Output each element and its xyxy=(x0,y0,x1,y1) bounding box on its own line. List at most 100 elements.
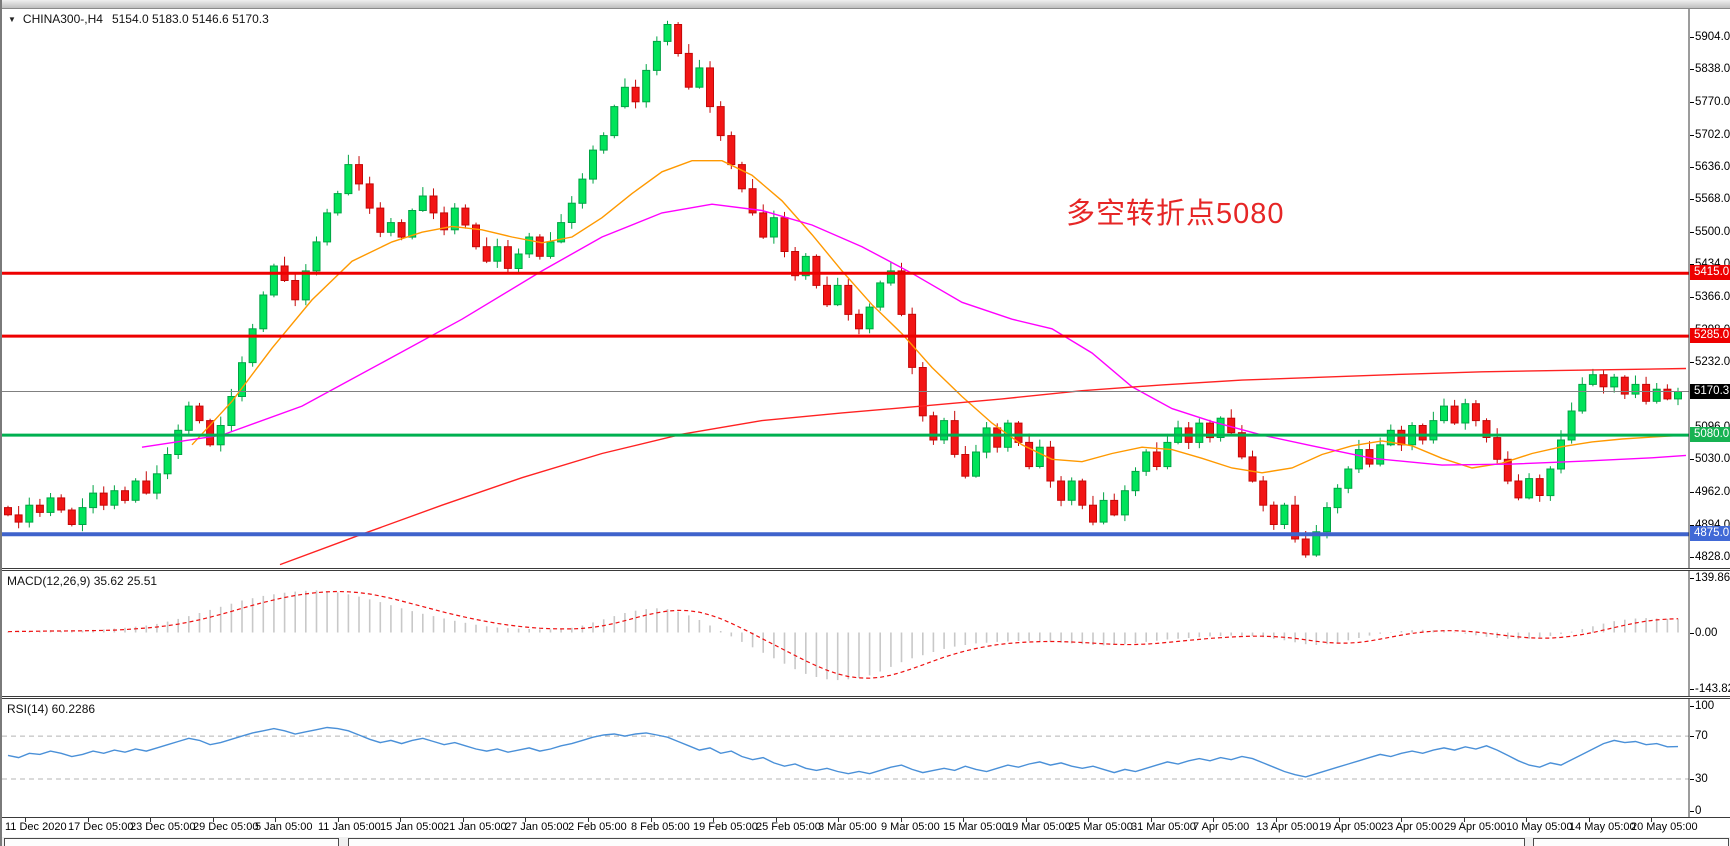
time-tick xyxy=(776,818,777,822)
time-label: 7 Apr 05:00 xyxy=(1193,821,1250,833)
ma-slow-red xyxy=(279,367,1687,566)
time-tick xyxy=(838,818,839,822)
price-tick-label: 5500.0 xyxy=(1689,226,1730,238)
price-level-badge: 5080.0 xyxy=(1690,427,1730,442)
price-level-badge: 5285.0 xyxy=(1690,328,1730,343)
rsi-chart[interactable] xyxy=(2,699,1730,817)
time-label: 31 Mar 05:00 xyxy=(1131,821,1196,833)
macd-signal-line xyxy=(7,590,1679,679)
time-tick xyxy=(400,818,401,822)
time-label: 21 Jan 05:00 xyxy=(443,821,507,833)
price-level-badge: 4875.0 xyxy=(1690,526,1730,541)
time-label: 3 Mar 05:00 xyxy=(818,821,877,833)
pane-separator xyxy=(2,817,1730,818)
time-tick xyxy=(901,818,902,822)
ma-fast-orange xyxy=(191,159,1687,474)
time-tick xyxy=(1339,818,1340,822)
time-label: 19 Apr 05:00 xyxy=(1319,821,1382,833)
rsi-tick-label: 30 xyxy=(1690,773,1708,785)
price-chart-pane[interactable]: ▼ CHINA300-,H4 5154.0 5183.0 5146.6 5170.3… xyxy=(2,9,1730,568)
time-label: 23 Dec 05:00 xyxy=(130,821,196,833)
time-tick xyxy=(25,818,26,822)
pane-separator[interactable] xyxy=(2,696,1730,699)
time-tick xyxy=(338,818,339,822)
time-tick xyxy=(525,818,526,822)
time-label: 27 Jan 05:00 xyxy=(505,821,569,833)
rsi-pane[interactable]: RSI(14) 60.2286 100 70 30 0 xyxy=(2,699,1730,817)
time-axis[interactable]: 11 Dec 2020 17 Dec 05:00 23 Dec 05:00 29 De… xyxy=(2,818,1730,837)
time-tick xyxy=(1401,818,1402,822)
time-tick xyxy=(88,818,89,822)
price-tick-label: 5030.0 xyxy=(1689,453,1730,465)
price-tick-label: 5568.0 xyxy=(1689,193,1730,205)
price-tick-label: 5838.0 xyxy=(1689,63,1730,75)
time-label: 2 Feb 05:00 xyxy=(568,821,627,833)
status-bar-segment xyxy=(4,838,339,846)
rsi-tick-label: 100 xyxy=(1689,700,1715,712)
time-label: 17 Dec 05:00 xyxy=(68,821,134,833)
time-tick xyxy=(963,818,964,822)
annotation-text: 多空转折点5080 xyxy=(1066,198,1285,230)
macd-histogram xyxy=(7,590,1679,681)
ma-mid-magenta xyxy=(141,203,1687,466)
price-tick-label: 5232.0 xyxy=(1689,356,1730,368)
chevron-down-icon[interactable]: ▼ xyxy=(8,15,16,24)
price-tick-label: 4962.0 xyxy=(1689,486,1730,498)
rsi-tick-label: 70 xyxy=(1690,730,1708,742)
macd-chart[interactable] xyxy=(2,571,1730,696)
price-level-badge: 5415.0 xyxy=(1690,265,1730,280)
time-tick xyxy=(651,818,652,822)
ma-lines-layer xyxy=(141,159,1687,566)
time-tick xyxy=(1026,818,1027,822)
time-label: 25 Mar 05:00 xyxy=(1068,821,1133,833)
time-label: 29 Dec 05:00 xyxy=(193,821,259,833)
time-label: 11 Dec 2020 xyxy=(5,821,67,833)
pane-separator[interactable] xyxy=(2,568,1730,571)
time-label: 13 Apr 05:00 xyxy=(1256,821,1319,833)
macd-tick-label: -143.82 xyxy=(1689,683,1730,696)
time-label: 5 Jan 05:00 xyxy=(255,821,313,833)
macd-tick-label: 139.86 xyxy=(1689,572,1730,584)
time-tick xyxy=(713,818,714,822)
time-label: 14 May 05:00 xyxy=(1569,821,1636,833)
levels-layer xyxy=(2,271,1689,537)
time-label: 9 Mar 05:00 xyxy=(881,821,940,833)
time-tick xyxy=(1088,818,1089,822)
time-tick xyxy=(1464,818,1465,822)
price-tick-label: 4828.0 xyxy=(1689,551,1730,563)
macd-tick-label: 0.00 xyxy=(1689,627,1718,639)
rsi-tick-label: 0 xyxy=(1689,805,1702,817)
time-label: 15 Jan 05:00 xyxy=(380,821,444,833)
price-tick-label: 5770.0 xyxy=(1689,96,1730,108)
price-tick-label: 5904.0 xyxy=(1689,31,1730,43)
time-label: 19 Feb 05:00 xyxy=(693,821,758,833)
candles-layer xyxy=(4,20,1682,558)
time-tick xyxy=(213,818,214,822)
time-tick xyxy=(1213,818,1214,822)
time-tick xyxy=(1276,818,1277,822)
price-level-badge: 5170.3 xyxy=(1690,384,1730,399)
price-tick-label: 5366.0 xyxy=(1689,291,1730,303)
time-label: 29 Apr 05:00 xyxy=(1444,821,1507,833)
time-tick xyxy=(150,818,151,822)
status-bar-segment xyxy=(1533,838,1729,846)
time-tick xyxy=(1526,818,1527,822)
time-tick xyxy=(1651,818,1652,822)
macd-pane[interactable]: MACD(12,26,9) 35.62 25.51 139.86 0.00 -143… xyxy=(2,571,1730,696)
chart-ohlc-values: 5154.0 5183.0 5146.6 5170.3 xyxy=(111,12,269,26)
candlestick-chart[interactable] xyxy=(2,9,1730,568)
status-bar-segment xyxy=(348,838,1525,846)
time-label: 23 Apr 05:00 xyxy=(1381,821,1444,833)
time-label: 20 May 05:00 xyxy=(1631,821,1698,833)
time-tick xyxy=(463,818,464,822)
macd-indicator-label: MACD(12,26,9) 35.62 25.51 xyxy=(7,574,158,588)
chart-title: ▼ CHINA300-,H4 5154.0 5183.0 5146.6 5170.3 xyxy=(8,12,269,26)
rsi-line xyxy=(7,726,1679,778)
chart-symbol-period: CHINA300-,H4 xyxy=(22,12,103,26)
time-tick xyxy=(588,818,589,822)
price-tick-label: 5636.0 xyxy=(1689,161,1730,173)
rsi-indicator-label: RSI(14) 60.2286 xyxy=(7,702,96,716)
time-label: 19 Mar 05:00 xyxy=(1006,821,1071,833)
time-tick xyxy=(1589,818,1590,822)
